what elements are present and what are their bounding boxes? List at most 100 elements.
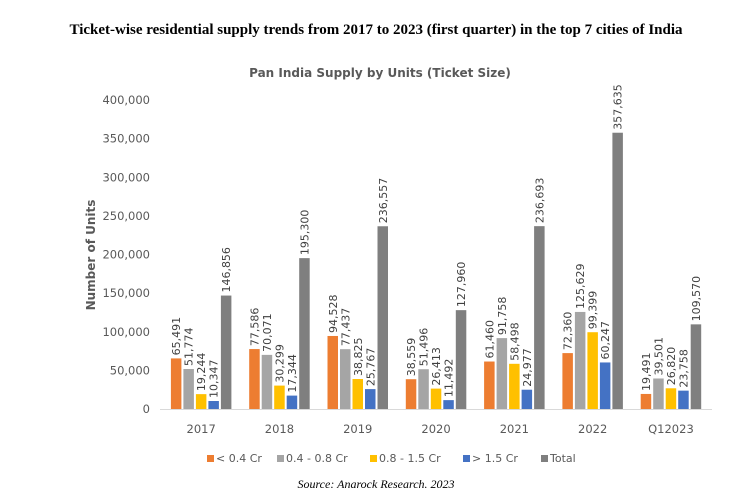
data-label: 51,496 [418,328,431,367]
x-tick-label: 2018 [265,422,294,436]
legend-item: 0.4 - 0.8 Cr [277,452,348,465]
bar [509,363,520,409]
data-label: 30,299 [273,344,286,383]
y-axis-label: Number of Units [84,200,98,311]
data-label: 127,960 [455,262,468,308]
bar [665,388,677,409]
legend-item: < 0.4 Cr [207,452,262,465]
bar [418,369,429,409]
data-label: 24,977 [521,348,534,387]
y-tick-label: 200,000 [102,248,150,262]
x-tick-label: Q12023 [648,422,694,436]
data-label: 72,360 [562,312,575,351]
legend-item: Total [541,452,576,465]
legend-label: > 1.5 Cr [472,452,518,465]
legend-label: < 0.4 Cr [216,452,262,465]
bar [208,401,219,409]
y-tick-label: 350,000 [102,132,150,146]
bar [377,226,388,409]
x-tick-label: 2020 [421,422,450,436]
legend-label: 0.8 - 1.5 Cr [379,452,441,465]
x-tick-label: 2017 [187,422,216,436]
data-label: 91,758 [496,297,509,336]
bar [261,354,273,409]
bar [249,349,260,409]
data-label: 26,413 [430,347,443,386]
bar [534,226,545,409]
data-label: 58,498 [508,322,521,361]
y-tick-label: 400,000 [102,93,150,107]
bar [484,361,495,409]
data-label: 236,693 [533,178,546,224]
x-tick-label: 2021 [500,422,529,436]
data-label: 39,501 [652,337,665,376]
data-label: 17,344 [286,354,299,393]
data-label: 77,437 [339,308,352,347]
data-label: 195,300 [298,210,311,256]
bar [678,390,689,409]
bar [653,378,664,409]
bar [455,310,467,409]
bar [220,295,232,409]
data-label: 109,570 [690,276,703,322]
legend: < 0.4 Cr 0.4 - 0.8 Cr 0.8 - 1.5 Cr > 1.5 Cr… [207,452,576,465]
data-label: 61,460 [483,320,496,359]
data-label: 51,774 [183,328,196,367]
data-label: 77,586 [248,308,261,347]
bar [405,379,417,409]
legend-swatch [277,455,284,462]
y-tick-label: 300,000 [102,170,150,184]
data-label: 26,820 [665,347,678,386]
data-label: 38,559 [405,338,418,377]
bar-group-Q12023: 19,491 39,501 26,820 23,758 109,570 [640,276,703,409]
bar [183,369,194,409]
legend-label: Total [549,452,576,465]
y-tick-label: 250,000 [102,209,150,223]
bar [640,393,652,409]
data-label: 94,528 [327,294,340,333]
y-tick-label: 0 [143,402,150,416]
bar [496,338,508,409]
data-label: 19,244 [195,353,208,392]
legend-swatch [463,455,470,462]
bar [352,379,363,409]
bar [195,394,207,409]
data-label: 70,071 [261,313,274,352]
data-label: 38,825 [352,338,365,377]
source-note: Source: Anarock Research. 2023 [297,477,455,491]
data-label: 236,557 [377,178,390,224]
data-label: 65,491 [170,317,183,356]
y-tick-label: 100,000 [102,325,150,339]
bar [599,362,611,409]
bar [587,332,598,409]
bar [340,349,351,409]
bar [299,258,310,409]
bar [365,389,376,409]
x-tick-label: 2019 [343,422,372,436]
legend-item: > 1.5 Cr [463,452,518,465]
data-label: 357,635 [612,84,625,130]
bar [612,132,623,409]
data-label: 25,767 [364,348,377,387]
figure-caption: Ticket-wise residential supply trends fr… [69,22,683,38]
bar [443,400,454,409]
bar [274,385,285,409]
x-tick-label: 2022 [578,422,607,436]
bar [521,389,533,409]
data-label: 60,247 [599,321,612,360]
chart-title: Pan India Supply by Units (Ticket Size) [249,66,511,80]
data-label: 19,491 [640,352,653,391]
data-label: 23,758 [677,349,690,388]
data-label: 146,856 [220,247,233,293]
bar [327,335,338,409]
bar [430,388,442,409]
legend-swatch [541,455,548,462]
data-label: 125,629 [574,263,587,309]
bar [286,395,298,409]
